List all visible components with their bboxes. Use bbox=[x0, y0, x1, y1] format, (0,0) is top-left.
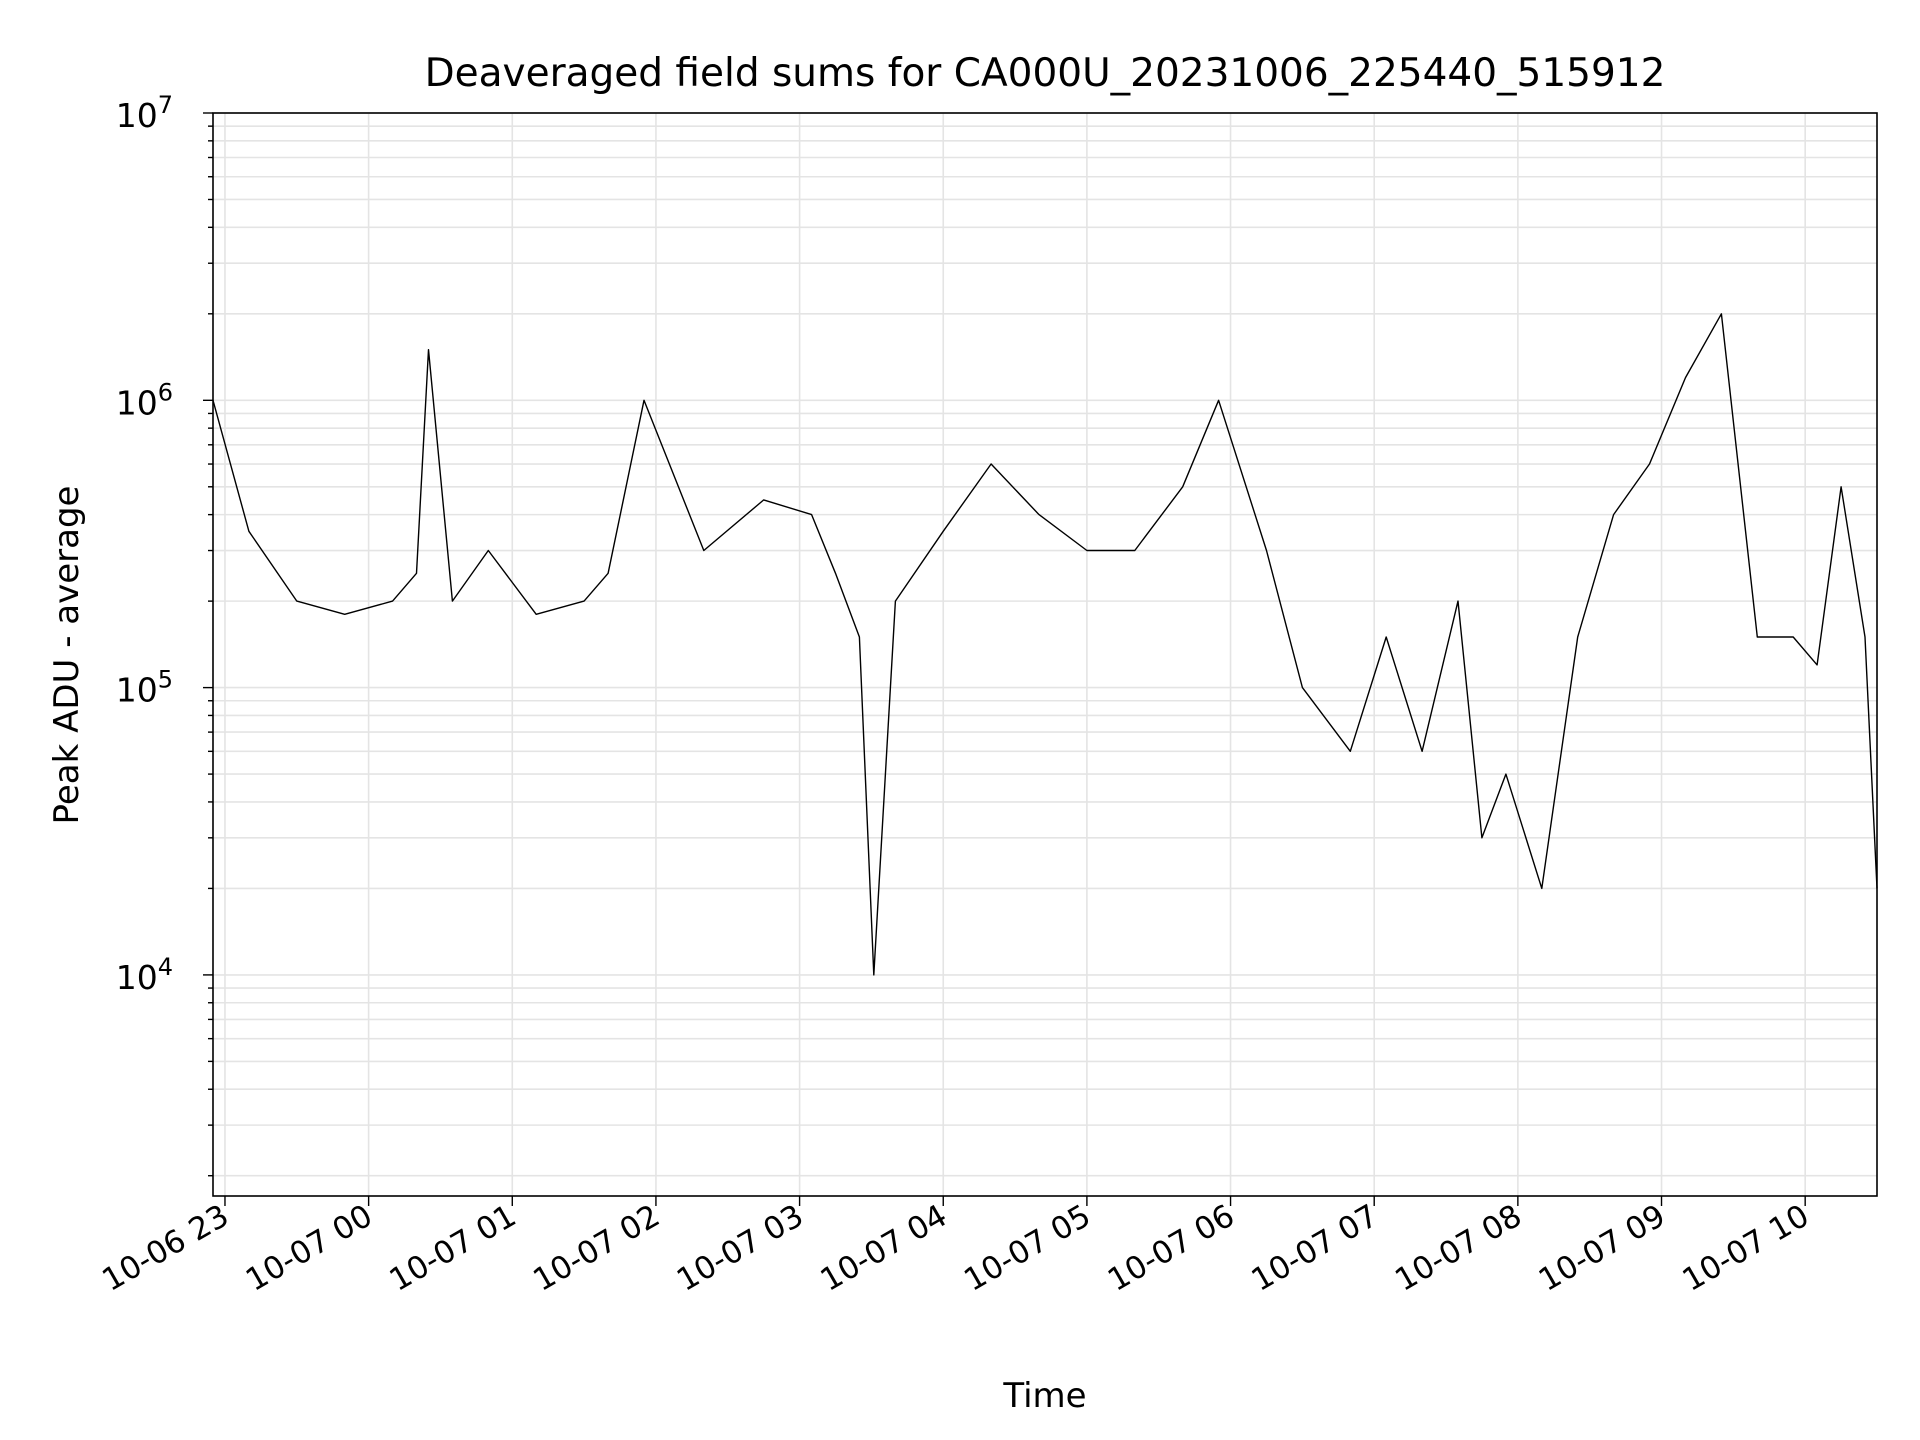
grid bbox=[213, 112, 1877, 1196]
x-axis-label: Time bbox=[1002, 1376, 1086, 1416]
x-tick-label: 10-07 10 bbox=[1676, 1198, 1815, 1299]
x-tick-label: 10-07 04 bbox=[815, 1198, 954, 1299]
y-tick-label: 107 bbox=[116, 91, 173, 135]
plot-frame bbox=[212, 112, 1878, 1197]
x-tick-label: 10-07 07 bbox=[1245, 1198, 1384, 1299]
series-line-group bbox=[212, 313, 1878, 976]
series-line bbox=[212, 313, 1878, 976]
y-tick-label: 105 bbox=[116, 666, 173, 710]
x-tick-label: 10-07 05 bbox=[958, 1198, 1097, 1299]
x-tick-label: 10-07 01 bbox=[384, 1198, 523, 1299]
x-tick-label: 10-07 02 bbox=[527, 1198, 666, 1299]
x-tick-label: 10-07 06 bbox=[1102, 1198, 1241, 1299]
y-tick-label: 104 bbox=[116, 953, 173, 997]
x-tick-label: 10-07 03 bbox=[671, 1198, 810, 1299]
y-axis-label: Peak ADU - average bbox=[47, 486, 87, 825]
axis-ticks: 10-06 23 10-07 00 10-07 01 10-07 02 10-07 03… bbox=[96, 91, 1815, 1299]
y-tick-label: 106 bbox=[116, 378, 173, 422]
x-tick-label: 10-07 08 bbox=[1389, 1198, 1528, 1299]
x-tick-label: 10-07 00 bbox=[240, 1198, 379, 1299]
x-tick-label: 10-07 09 bbox=[1533, 1198, 1672, 1299]
x-tick-label: 10-06 23 bbox=[96, 1198, 235, 1299]
chart-title: Deaveraged field sums for CA000U_2023100… bbox=[425, 51, 1666, 96]
